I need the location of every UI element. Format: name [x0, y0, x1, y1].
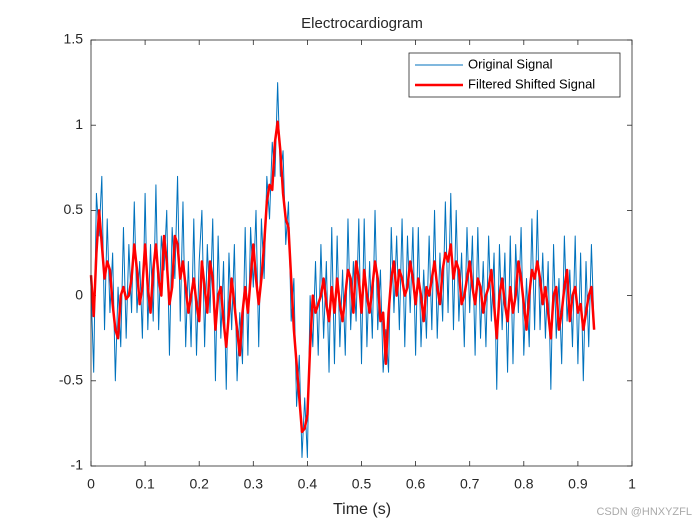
series-line — [89, 120, 596, 434]
legend-label: Original Signal — [468, 56, 553, 71]
legend-box — [408, 52, 621, 98]
x-tick-label: 0.9 — [568, 476, 588, 492]
watermark: CSDN @HNXYZFL — [596, 506, 692, 518]
x-tick-label: 0.1 — [135, 476, 155, 492]
series-line — [90, 82, 595, 458]
axes-box — [90, 39, 633, 467]
chart-title: Electrocardiogram — [301, 15, 423, 32]
x-tick-label: 0.8 — [514, 476, 534, 492]
x-tick-label: 0.6 — [406, 476, 426, 492]
x-tick-label: 1 — [628, 476, 636, 492]
x-tick-label: 0.2 — [189, 476, 209, 492]
y-tick-label: 0.5 — [64, 201, 84, 217]
y-tick-label: 0 — [75, 286, 83, 302]
x-tick-label: 0.7 — [460, 476, 480, 492]
y-tick-label: 1.5 — [64, 31, 84, 47]
x-tick-label: 0.5 — [352, 476, 372, 492]
y-tick-label: -0.5 — [59, 372, 83, 388]
x-axis-label: Time (s) — [333, 501, 391, 518]
y-tick-label: 1 — [75, 116, 83, 132]
legend-label: Filtered Shifted Signal — [468, 76, 595, 91]
x-tick-label: 0.4 — [298, 476, 318, 492]
x-tick-label: 0.3 — [244, 476, 264, 492]
y-tick-label: -1 — [71, 457, 84, 473]
x-tick-label: 0 — [87, 476, 95, 492]
